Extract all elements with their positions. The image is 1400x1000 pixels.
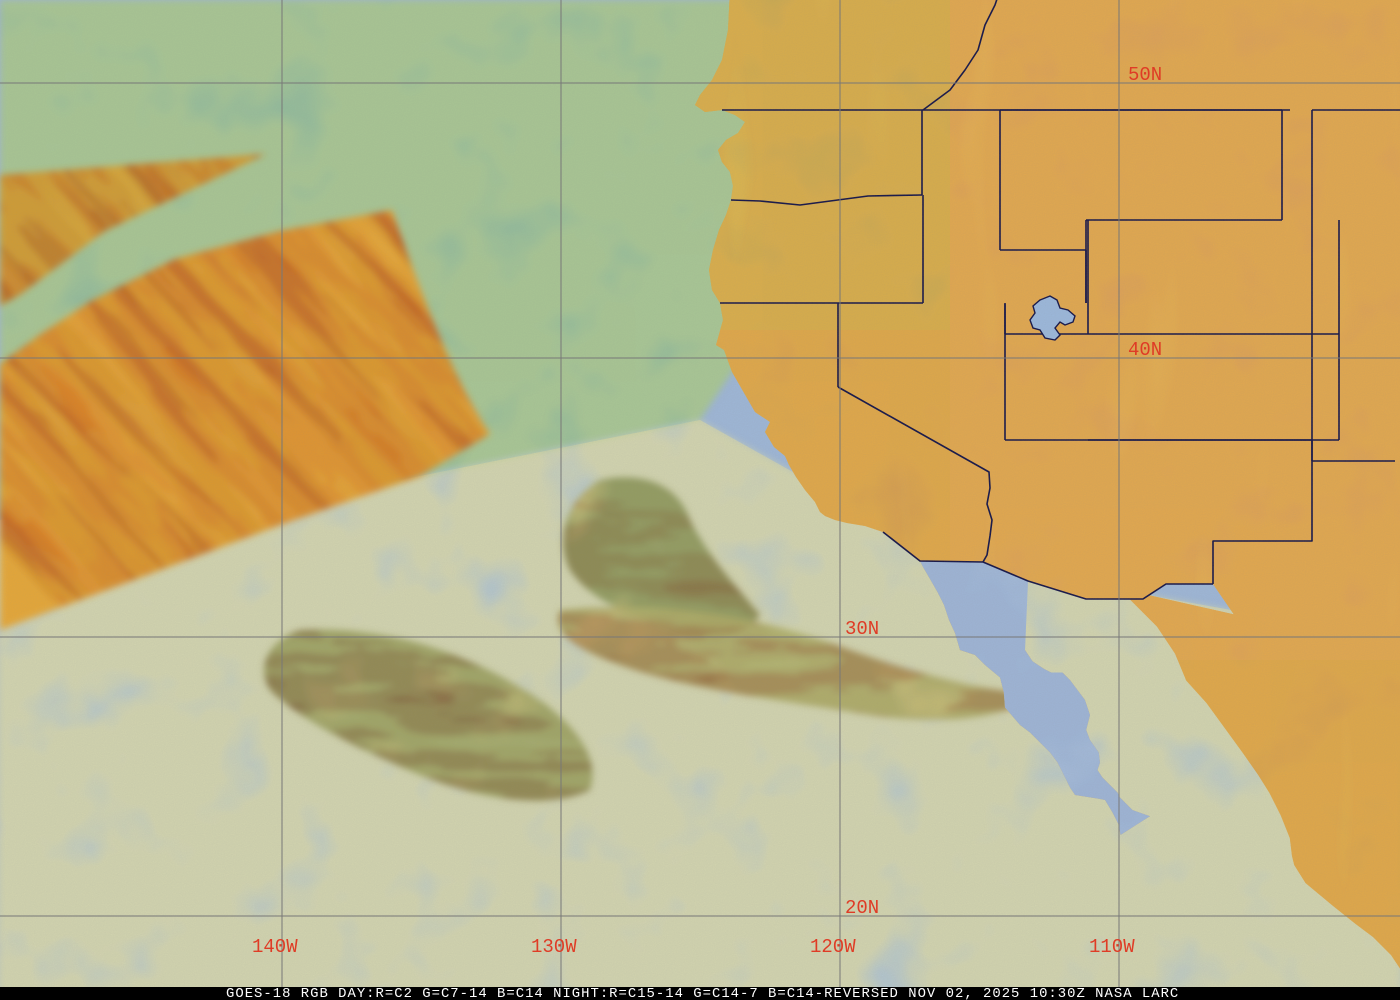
svg-text:GOES-18 RGB DAY:R=C2 G=C7-14: GOES-18 RGB DAY:R=C2 G=C7-14 B=C14 NIGHT… bbox=[226, 986, 1179, 1000]
